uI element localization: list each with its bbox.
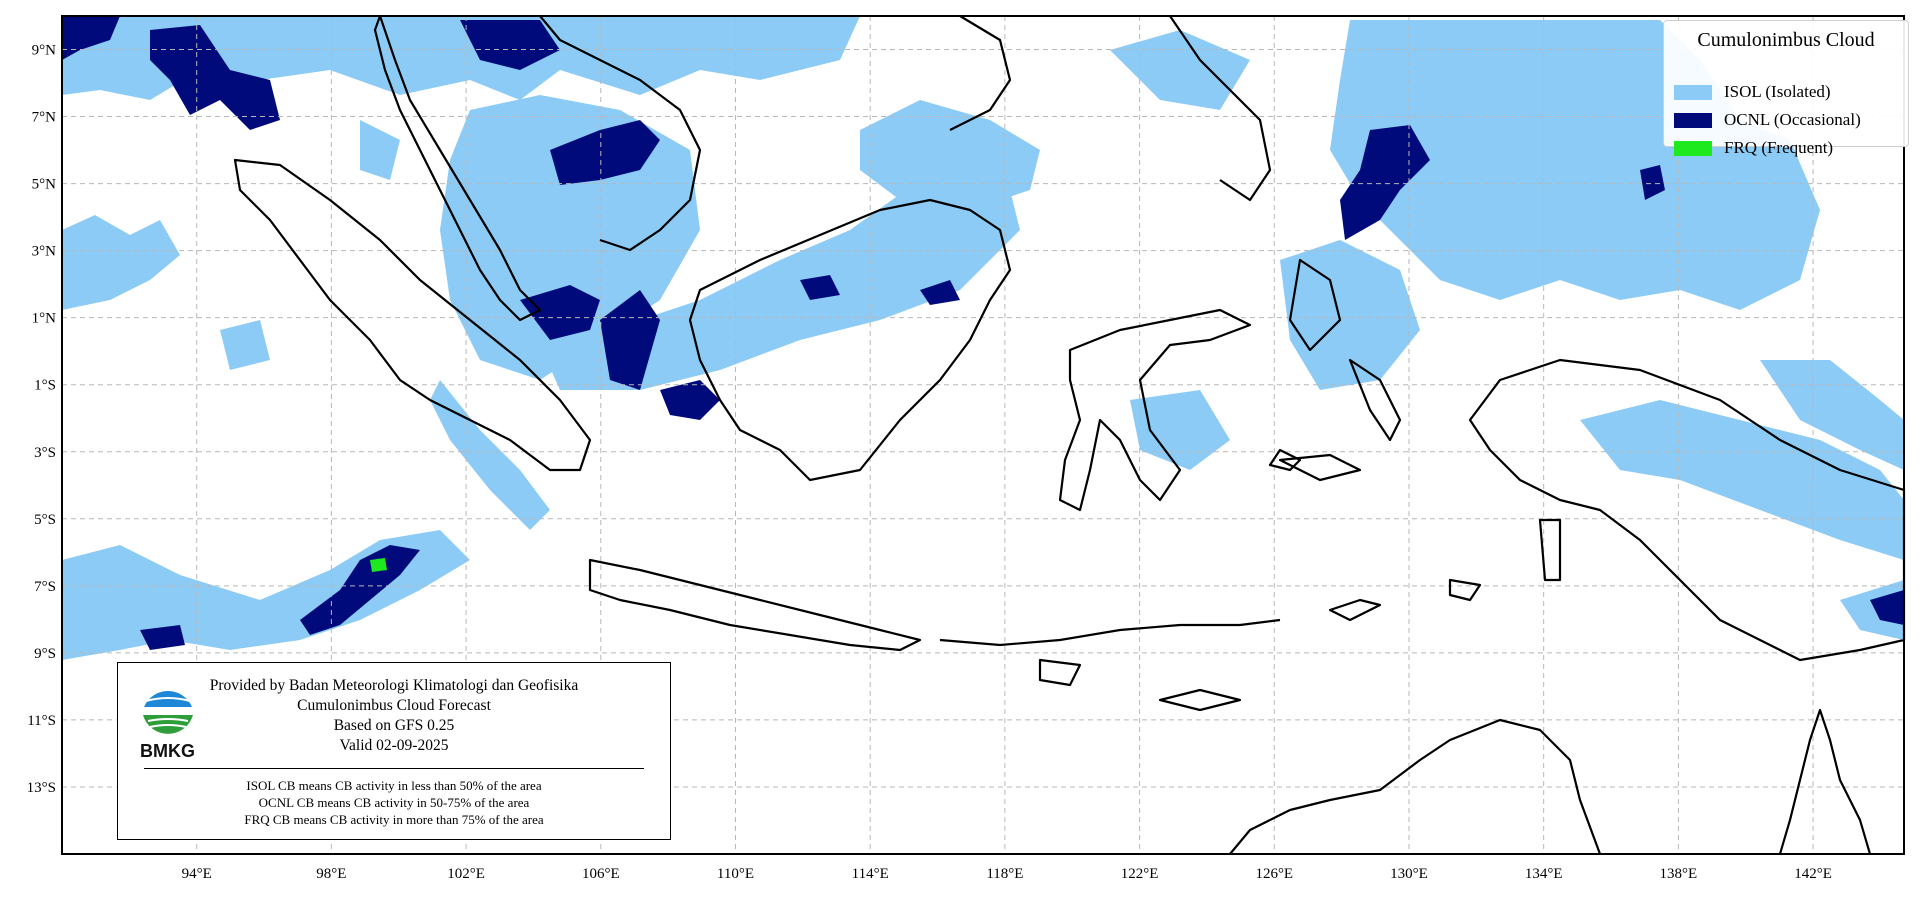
longitude-labels: 94°E 98°E 102°E 106°E 110°E 114°E 118°E 122°E 12…	[182, 866, 1832, 882]
legend-label-ocnl: OCNL (Occasional)	[1724, 110, 1861, 129]
coastlines	[233, 14, 1906, 855]
info-note-isol: ISOL CB means CB activity in less than 5…	[246, 778, 542, 793]
lat-tick-label: 5°S	[34, 512, 56, 528]
map-frame	[61, 15, 1905, 855]
lon-tick-label: 94°E	[182, 866, 212, 882]
bmkg-logo: BMKG	[140, 685, 196, 761]
legend-item-frq: FRQ (Frequent)	[1674, 137, 1833, 159]
legend-title: Cumulonimbus Cloud	[1697, 29, 1875, 51]
lat-tick-label: 1°N	[32, 311, 56, 327]
lon-tick-label: 130°E	[1390, 866, 1428, 882]
lat-tick-label: 7°N	[32, 110, 56, 126]
info-divider	[144, 768, 644, 769]
graticule	[62, 16, 1904, 854]
legend-item-isol: ISOL (Isolated)	[1674, 81, 1831, 103]
info-provider: Provided by Badan Meteorologi Klimatolog…	[209, 677, 579, 694]
ocnl-cloud-layer	[62, 16, 1904, 650]
info-product: Cumulonimbus Cloud Forecast	[297, 697, 491, 714]
info-model: Based on GFS 0.25	[333, 717, 455, 734]
bmkg-logo-text: BMKG	[140, 741, 195, 761]
lon-tick-label: 106°E	[582, 866, 620, 882]
lat-tick-label: 7°S	[34, 579, 56, 595]
lon-tick-label: 102°E	[447, 866, 485, 882]
legend-label-isol: ISOL (Isolated)	[1724, 82, 1831, 101]
lat-tick-label: 1°S	[34, 378, 56, 394]
legend-label-frq: FRQ (Frequent)	[1724, 138, 1834, 157]
lat-tick-label: 9°N	[32, 43, 56, 59]
lon-tick-label: 134°E	[1525, 866, 1563, 882]
latitude-labels: 9°N 7°N 5°N 3°N 1°N 1°S 3°S 5°S 7°S 9°S 11°S 13°S	[27, 43, 56, 796]
legend-item-ocnl: OCNL (Occasional)	[1674, 109, 1861, 131]
lon-tick-label: 138°E	[1660, 866, 1698, 882]
lon-tick-label: 110°E	[717, 866, 754, 882]
lon-tick-label: 126°E	[1255, 866, 1293, 882]
frq-cloud-layer	[370, 558, 387, 572]
info-valid: Valid 02-09-2025	[339, 737, 449, 754]
bmkg-globe-icon	[142, 687, 194, 739]
lon-tick-label: 114°E	[852, 866, 889, 882]
lon-tick-label: 118°E	[986, 866, 1023, 882]
legend-swatch-ocnl	[1674, 112, 1712, 128]
info-box: BMKG Provided by Badan Meteorologi Klima…	[117, 662, 671, 840]
legend: Cumulonimbus Cloud ISOL (Isolated) OCNL …	[1663, 20, 1909, 157]
info-note-frq: FRQ CB means CB activity in more than 75…	[244, 812, 544, 827]
lat-tick-label: 13°S	[27, 780, 56, 796]
lon-tick-label: 98°E	[316, 866, 346, 882]
lat-tick-label: 5°N	[32, 177, 56, 193]
legend-swatch-isol	[1674, 84, 1712, 100]
lat-tick-label: 11°S	[27, 713, 56, 729]
lat-tick-label: 9°S	[34, 646, 56, 662]
legend-swatch-frq	[1674, 140, 1712, 156]
lon-tick-label: 142°E	[1794, 866, 1832, 882]
lat-tick-label: 3°N	[32, 244, 56, 260]
info-note-ocnl: OCNL CB means CB activity in 50-75% of t…	[258, 795, 530, 810]
lon-tick-label: 122°E	[1121, 866, 1159, 882]
lat-tick-label: 3°S	[34, 445, 56, 461]
